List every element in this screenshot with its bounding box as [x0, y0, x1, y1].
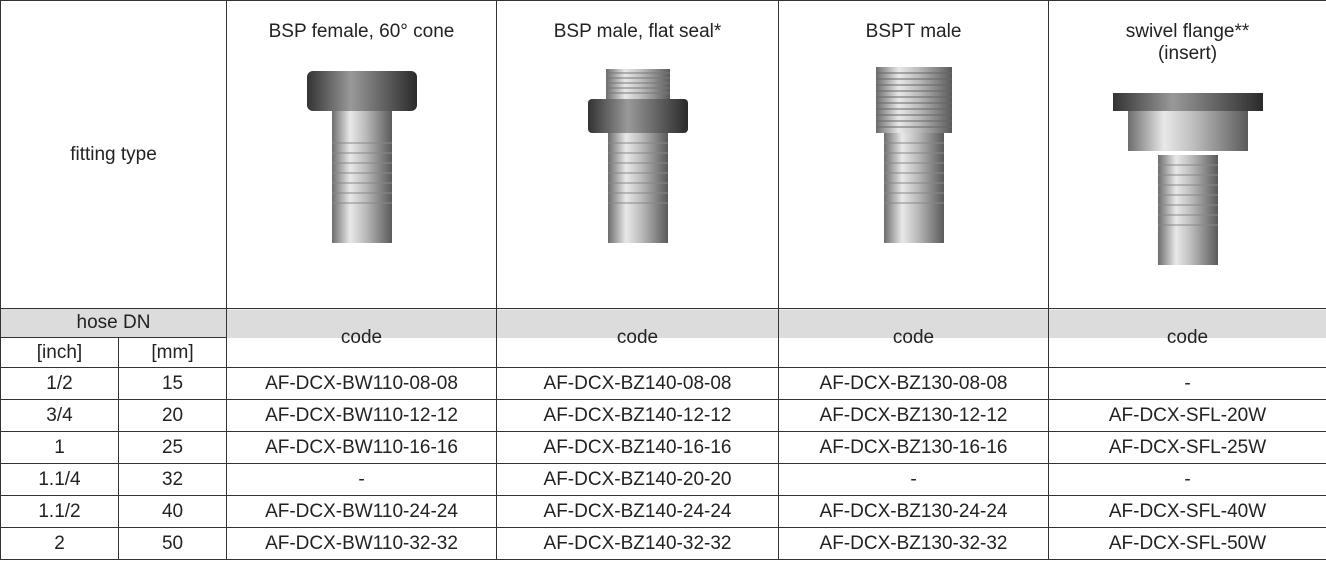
cell: 25	[117, 431, 228, 464]
fitting-header: BSPT male	[778, 0, 1050, 309]
code-header: code	[496, 308, 780, 368]
cell: AF-DCX-BZ130-08-08	[778, 367, 1050, 400]
cell: 1	[0, 431, 119, 464]
cell: AF-DCX-BZ140-16-16	[496, 431, 780, 464]
cell: 15	[117, 367, 228, 400]
cell: AF-DCX-SFL-50W	[1048, 527, 1326, 560]
inch-unit: [inch]	[0, 337, 119, 368]
header-row: fitting type BSP female, 60° cone BSP male…	[0, 0, 1326, 309]
cell: AF-DCX-SFL-40W	[1048, 495, 1326, 528]
code-header: code	[1048, 308, 1326, 368]
cell: 1.1/2	[0, 495, 119, 528]
data-row: 1 25 AF-DCX-BW110-16-16 AF-DCX-BZ140-16-16 A…	[0, 431, 1326, 464]
cell: AF-DCX-BZ130-24-24	[778, 495, 1050, 528]
fitting-header: BSP female, 60° cone	[226, 0, 498, 309]
cell: AF-DCX-BZ140-20-20	[496, 463, 780, 496]
cell: AF-DCX-BW110-08-08	[226, 367, 498, 400]
cell: AF-DCX-SFL-25W	[1048, 431, 1326, 464]
cell: AF-DCX-SFL-20W	[1048, 399, 1326, 432]
cell: 50	[117, 527, 228, 560]
fitting-type: fitting type	[0, 0, 228, 309]
data-row: 1.1/4 32- AF-DCX-BZ140-20-20- -	[0, 463, 1326, 496]
subheader-row: hose DN code code code code	[0, 308, 1326, 368]
cell: 20	[117, 399, 228, 432]
cell: AF-DCX-BW110-32-32	[226, 527, 498, 560]
cell: AF-DCX-BZ130-12-12	[778, 399, 1050, 432]
cell: AF-DCX-BW110-24-24	[226, 495, 498, 528]
data-row: 2 50 AF-DCX-BW110-32-32 AF-DCX-BZ140-32-32 A…	[0, 527, 1326, 560]
fitting-illustration	[306, 71, 417, 243]
cell: AF-DCX-BZ140-12-12	[496, 399, 780, 432]
cell: AF-DCX-BZ130-32-32	[778, 527, 1050, 560]
cell: AF-DCX-BZ140-08-08	[496, 367, 780, 400]
cell: 2	[0, 527, 119, 560]
cell: AF-DCX-BZ140-32-32	[496, 527, 780, 560]
fitting-illustration	[587, 69, 688, 243]
fitting-title: BSP male, flat seal*	[553, 21, 722, 42]
cell: 40	[117, 495, 228, 528]
cell: -	[778, 463, 1050, 496]
fitting-title: (insert)	[1157, 43, 1218, 64]
mm-unit: [mm]	[117, 337, 228, 368]
cell: 1.1/4	[0, 463, 119, 496]
cell: AF-DCX-BZ140-24-24	[496, 495, 780, 528]
fitting-header: swivel flange** (insert)	[1048, 0, 1326, 309]
fitting-title: BSP female, 60° cone	[268, 21, 455, 42]
fitting-header: BSP male, flat seal*	[496, 0, 780, 309]
data-row: 1.1/2 40 AF-DCX-BW110-24-24 AF-DCX-BZ140-24…	[0, 495, 1326, 528]
fitting-illustration	[875, 67, 952, 243]
cell: AF-DCX-BZ130-16-16	[778, 431, 1050, 464]
hose-dn: hose DN	[0, 308, 228, 338]
fitting-title: BSPT male	[865, 21, 962, 42]
cell: AF-DCX-BW110-12-12	[226, 399, 498, 432]
cell: -	[226, 463, 498, 496]
code-header: code	[778, 308, 1050, 368]
fitting-title: swivel flange**	[1125, 21, 1250, 42]
fitting-illustration	[1112, 93, 1263, 265]
cell: -	[1048, 463, 1326, 496]
code-header: code	[226, 308, 498, 368]
data-row: 1/2 15 AF-DCX-BW110-08-08 AF-DCX-BZ140-08-0…	[0, 367, 1326, 400]
data-row: 3/4 20 AF-DCX-BW110-12-12 AF-DCX-BZ140-12-1…	[0, 399, 1326, 432]
cell: AF-DCX-BW110-16-16	[226, 431, 498, 464]
cell: 3/4	[0, 399, 119, 432]
cell: 1/2	[0, 367, 119, 400]
cell: 32	[117, 463, 228, 496]
cell: -	[1048, 367, 1326, 400]
